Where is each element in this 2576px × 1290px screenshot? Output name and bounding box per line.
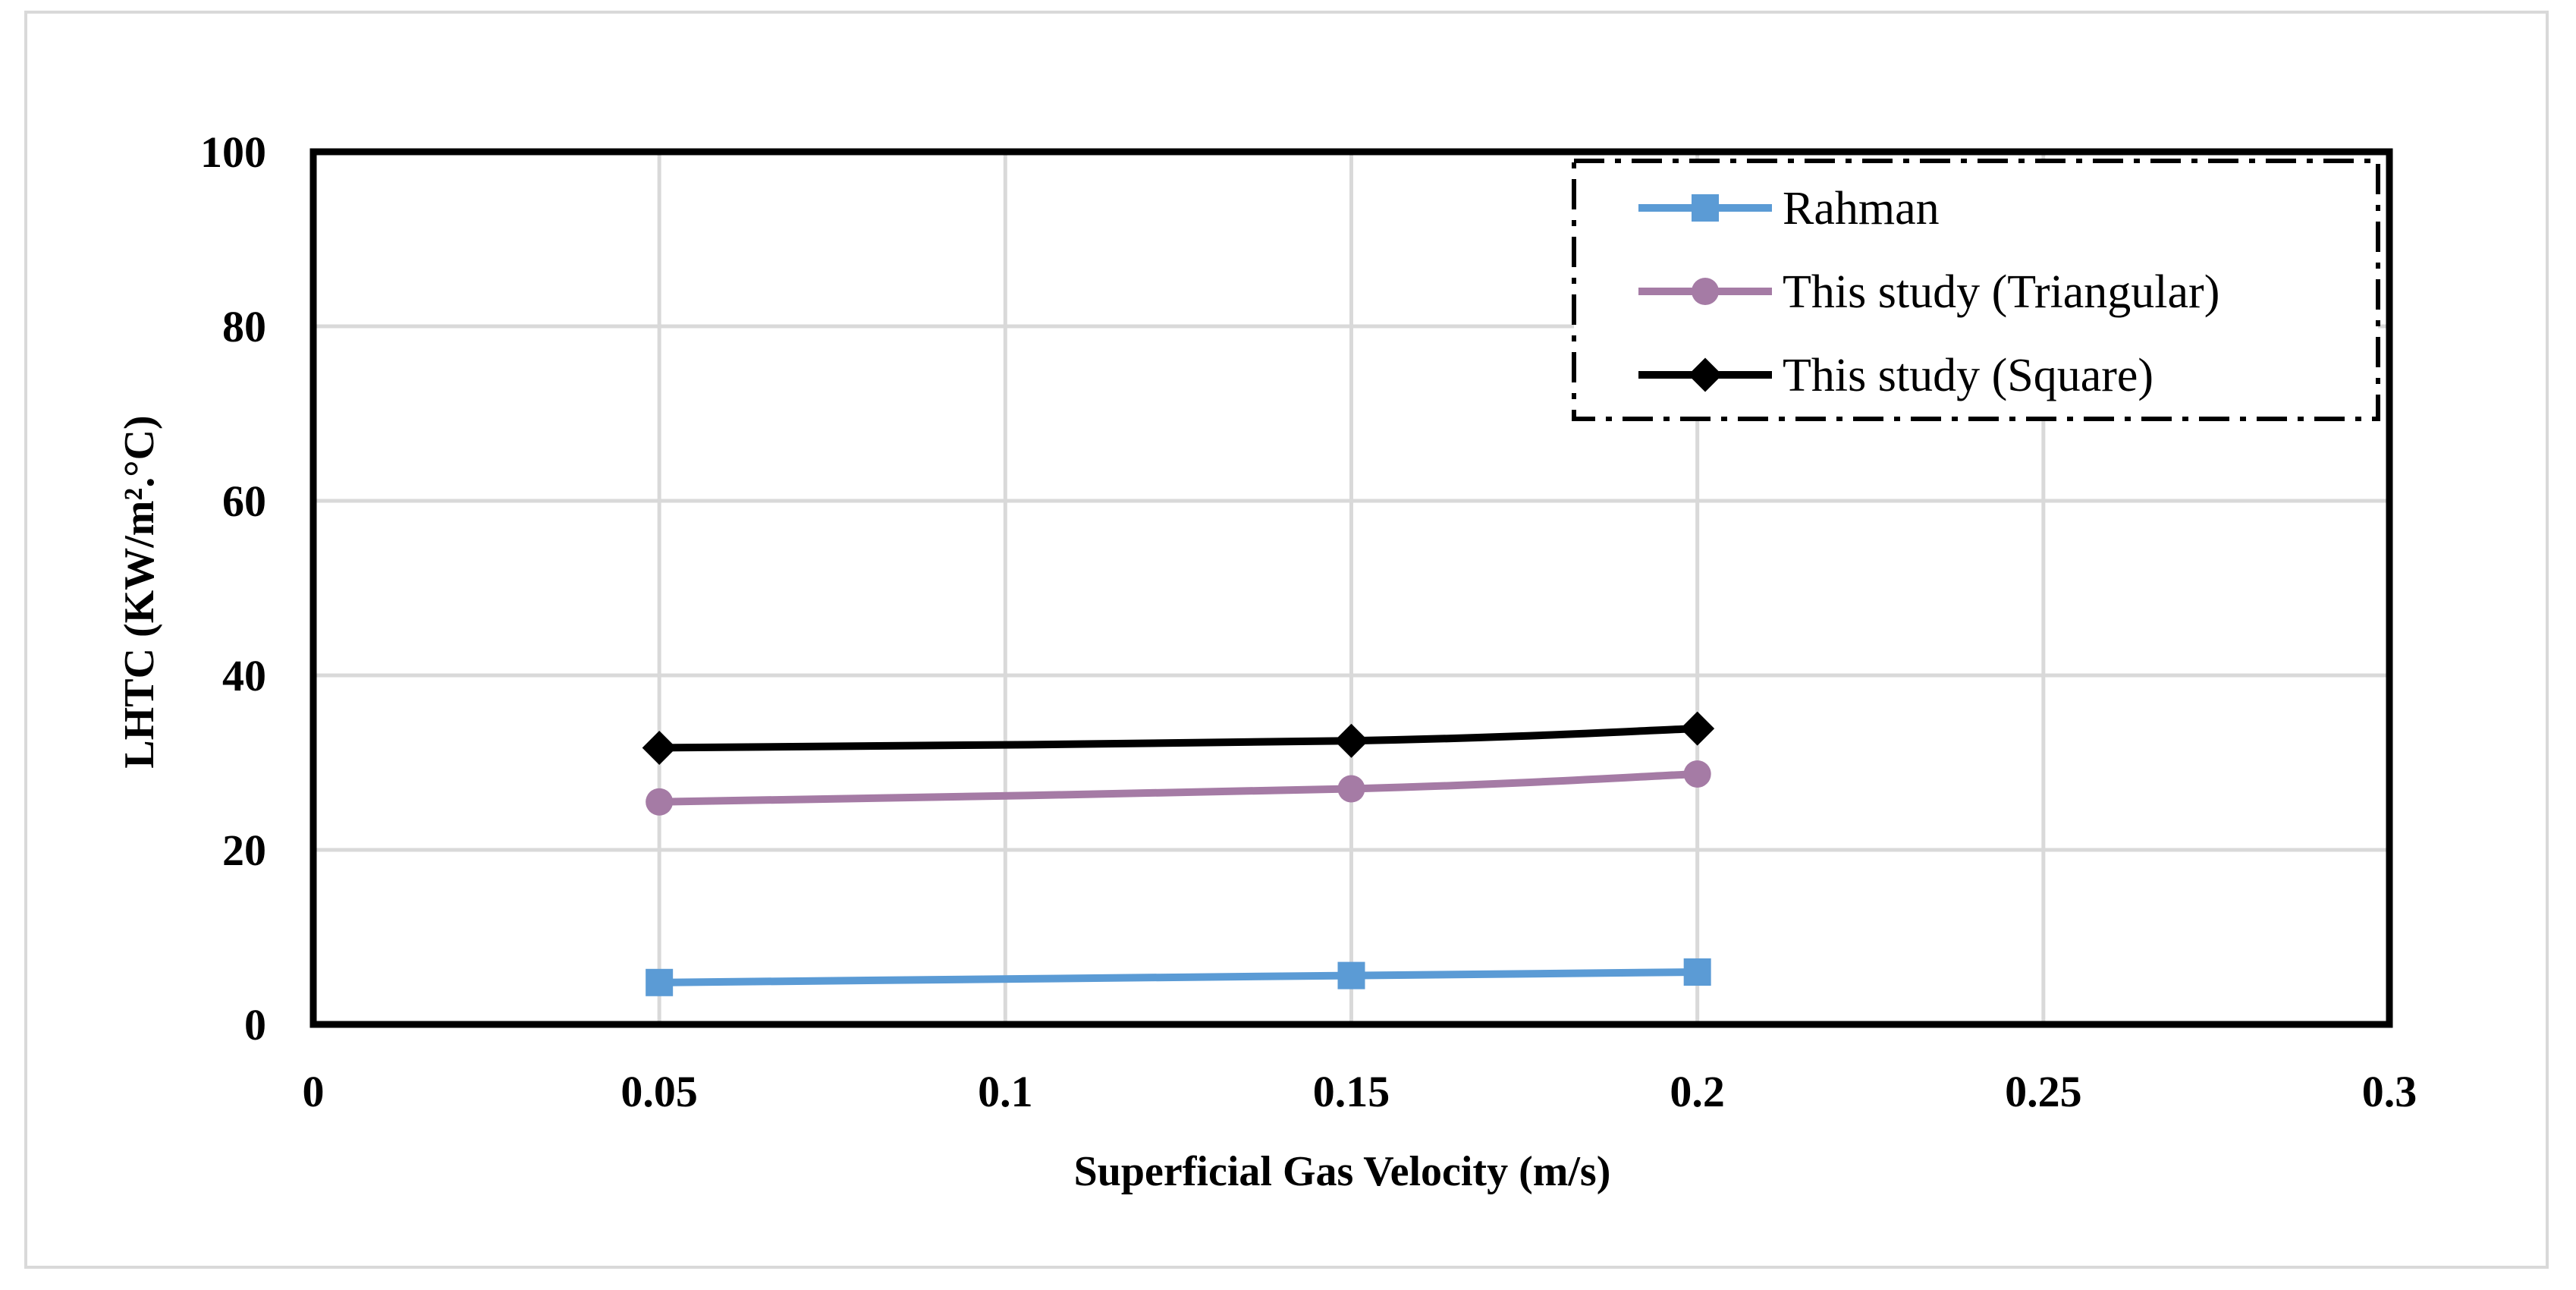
legend-marker-1 [1692,278,1719,305]
legend-label-1: This study (Triangular) [1783,266,2219,318]
y-tick-label-1: 20 [222,826,266,875]
series-group [642,711,1715,996]
x-tick-label-0: 0 [303,1067,325,1116]
data-point-2-1 [1334,723,1368,758]
legend-label-0: Rahman [1783,183,1940,234]
legend-marker-0 [1692,194,1719,222]
data-point-0-1 [1337,961,1365,990]
y-tick-label-2: 40 [222,651,266,700]
series-line-1 [659,769,1698,806]
x-tick-label-2: 0.1 [978,1067,1033,1116]
x-axis-ticks: 0 0.05 0.1 0.15 0.2 0.25 0.3 [303,1067,2417,1116]
series-2 [642,711,1715,765]
x-axis-title: Superficial Gas Velocity (m/s) [1074,1148,1611,1195]
data-point-2-0 [642,730,677,765]
y-axis-title: LHTC (KW/m².°C) [116,415,163,768]
series-0 [646,958,1711,996]
data-point-0-2 [1683,958,1711,986]
x-tick-label-4: 0.2 [1670,1067,1725,1116]
legend-items: Rahman This study (Triangular) This study … [1638,183,2219,401]
legend-item-1: This study (Triangular) [1638,266,2219,318]
data-point-2-2 [1680,711,1715,746]
x-tick-label-3: 0.15 [1313,1067,1390,1116]
legend-item-2: This study (Square) [1638,350,2153,401]
y-axis-ticks: 0 20 40 60 80 100 [200,127,266,1049]
y-tick-label-4: 80 [222,302,266,351]
legend: Rahman This study (Triangular) This study … [1572,159,2380,421]
legend-marker-2 [1688,357,1723,392]
data-point-1-2 [1683,760,1711,788]
series-1 [646,760,1711,816]
legend-item-0: Rahman [1638,183,1940,234]
series-line-0 [659,968,1698,986]
x-tick-label-6: 0.3 [2362,1067,2417,1116]
data-point-1-1 [1337,775,1365,803]
series-line-2 [659,725,1698,752]
x-tick-label-5: 0.25 [2005,1067,2082,1116]
plot-area-border [309,148,2393,1028]
data-point-1-0 [646,788,674,816]
x-tick-label-1: 0.05 [620,1067,698,1116]
legend-label-2: This study (Square) [1783,350,2153,401]
y-tick-label-0: 0 [244,1000,266,1049]
data-point-0-0 [646,968,674,996]
y-tick-label-3: 60 [222,477,266,526]
y-tick-label-5: 100 [200,127,266,177]
